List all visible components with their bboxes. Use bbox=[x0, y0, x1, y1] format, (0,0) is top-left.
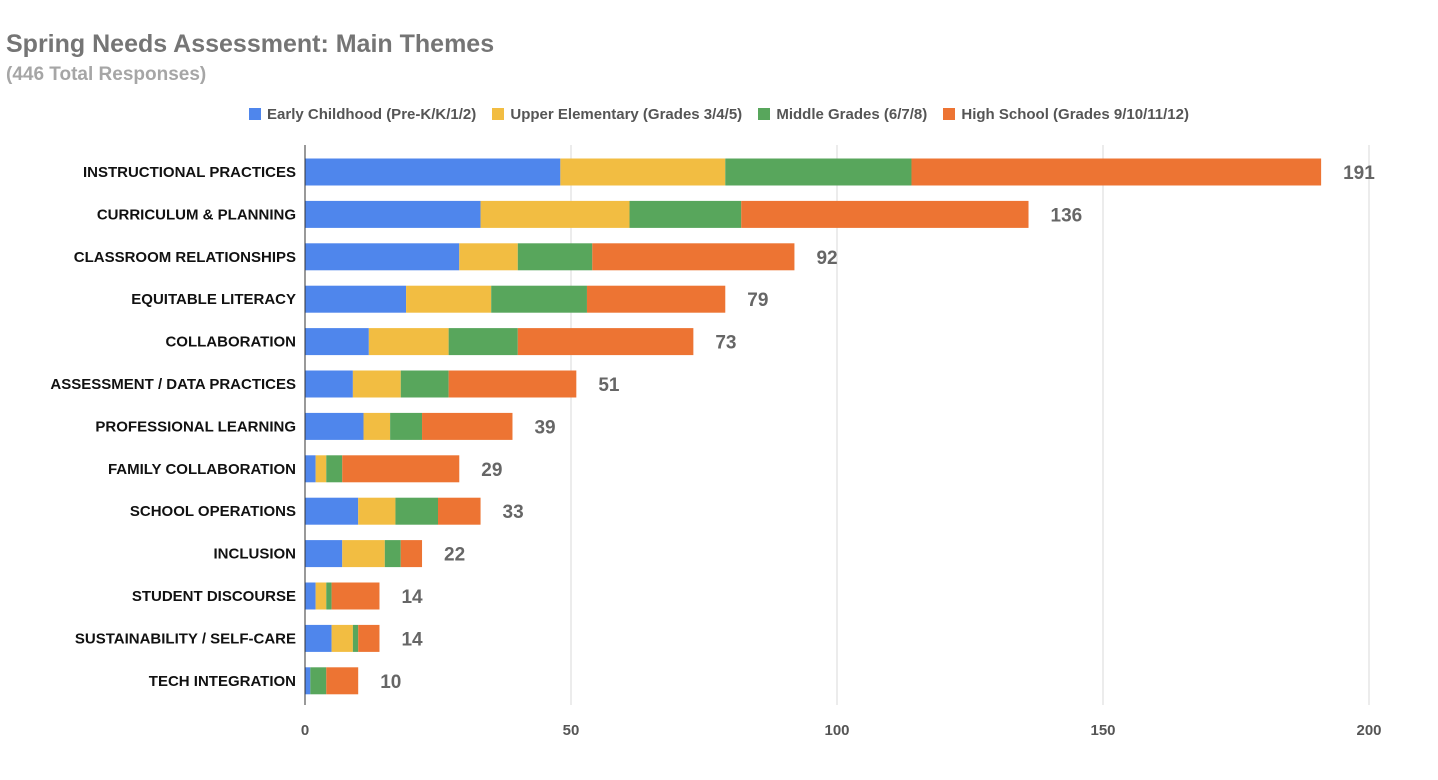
bar-segment bbox=[358, 497, 396, 525]
bar-segment bbox=[305, 455, 316, 483]
category-label: COLLABORATION bbox=[165, 334, 296, 351]
bar-segment bbox=[592, 243, 795, 271]
total-label: 10 bbox=[380, 672, 401, 693]
bar-segment bbox=[491, 285, 587, 313]
bar-segment bbox=[400, 370, 449, 398]
total-label: 73 bbox=[715, 333, 736, 354]
bar-segment bbox=[368, 328, 449, 356]
category-label: STUDENT DISCOURSE bbox=[132, 588, 296, 605]
total-label: 79 bbox=[747, 290, 768, 311]
bar-segment bbox=[438, 497, 481, 525]
bar-segment bbox=[358, 624, 380, 652]
legend-item-upper-elementary: Upper Elementary (Grades 3/4/5) bbox=[492, 106, 742, 123]
bar-segment bbox=[725, 158, 912, 186]
bar-segment bbox=[305, 497, 359, 525]
total-label: 136 bbox=[1051, 205, 1083, 226]
legend-label: Early Childhood (Pre-K/K/1/2) bbox=[267, 106, 477, 123]
total-label: 33 bbox=[503, 502, 524, 523]
legend-swatch bbox=[249, 108, 262, 120]
bar-segment bbox=[331, 582, 380, 610]
bar-segment bbox=[384, 540, 401, 568]
bar-segment bbox=[448, 370, 577, 398]
bar-segment bbox=[315, 455, 327, 483]
bar-segment bbox=[305, 285, 407, 313]
category-label: FAMILY COLLABORATION bbox=[108, 461, 296, 478]
bar-segment bbox=[326, 582, 332, 610]
bar-segment bbox=[305, 412, 364, 440]
category-label: SUSTAINABILITY / SELF-CARE bbox=[75, 630, 296, 647]
bar-segment bbox=[305, 328, 369, 356]
chart-title: Spring Needs Assessment: Main Themes bbox=[6, 30, 495, 58]
legend-item-high-school: High School (Grades 9/10/11/12) bbox=[943, 106, 1189, 123]
total-label: 92 bbox=[816, 248, 837, 269]
total-label: 191 bbox=[1343, 163, 1375, 184]
bar-segment bbox=[326, 455, 343, 483]
category-label: INSTRUCTIONAL PRACTICES bbox=[83, 164, 296, 181]
bar-segment bbox=[517, 243, 593, 271]
legend-label: Middle Grades (6/7/8) bbox=[776, 106, 928, 123]
legend-item-middle-grades: Middle Grades (6/7/8) bbox=[758, 106, 927, 123]
legend-item-early-childhood: Early Childhood (Pre-K/K/1/2) bbox=[249, 106, 476, 123]
bar-segment bbox=[342, 455, 460, 483]
legend-label: High School (Grades 9/10/11/12) bbox=[961, 106, 1189, 123]
bar-segment bbox=[305, 200, 481, 228]
x-tick-label: 0 bbox=[301, 722, 309, 739]
legend-swatch bbox=[758, 108, 771, 120]
chart-legend: Early Childhood (Pre-K/K/1/2) Upper Elem… bbox=[0, 106, 1438, 123]
bar-segment bbox=[305, 158, 561, 186]
bar-segment bbox=[400, 540, 423, 568]
bar-segment bbox=[342, 540, 385, 568]
legend-swatch bbox=[943, 108, 956, 120]
bar-segment bbox=[352, 624, 359, 652]
bar-segment bbox=[406, 285, 492, 313]
bar-segment bbox=[480, 200, 630, 228]
total-label: 51 bbox=[598, 375, 620, 396]
bar-segment bbox=[305, 540, 343, 568]
bar-segment bbox=[352, 370, 401, 398]
bar-segment bbox=[310, 667, 327, 695]
legend-label: Upper Elementary (Grades 3/4/5) bbox=[510, 106, 743, 123]
bar-segment bbox=[911, 158, 1322, 186]
category-label: ASSESSMENT / DATA PRACTICES bbox=[50, 376, 296, 393]
bar-segment bbox=[305, 582, 316, 610]
bar-segment bbox=[422, 412, 513, 440]
bar-segment bbox=[305, 243, 460, 271]
bar-segment bbox=[517, 328, 694, 356]
bar-segment bbox=[363, 412, 391, 440]
category-label: CLASSROOM RELATIONSHIPS bbox=[74, 249, 296, 266]
x-tick-label: 100 bbox=[824, 722, 849, 739]
total-label: 22 bbox=[444, 545, 465, 566]
category-label: EQUITABLE LITERACY bbox=[131, 291, 296, 308]
total-label: 14 bbox=[401, 587, 423, 608]
bar-segment bbox=[448, 328, 518, 356]
legend-swatch bbox=[492, 108, 505, 120]
x-tick-label: 50 bbox=[563, 722, 580, 739]
bar-segment bbox=[331, 624, 353, 652]
bar-segment bbox=[560, 158, 726, 186]
total-label: 39 bbox=[534, 417, 555, 438]
bar-segment bbox=[629, 200, 742, 228]
category-label: CURRICULUM & PLANNING bbox=[97, 206, 296, 223]
bar-segment bbox=[305, 370, 353, 398]
category-label: PROFESSIONAL LEARNING bbox=[95, 418, 296, 435]
category-label: TECH INTEGRATION bbox=[149, 673, 296, 690]
bar-segment bbox=[390, 412, 423, 440]
bar-segment bbox=[586, 285, 726, 313]
bar-segment bbox=[459, 243, 518, 271]
bar-segment bbox=[305, 667, 311, 695]
bar-segment bbox=[326, 667, 359, 695]
category-label: INCLUSION bbox=[214, 546, 297, 563]
chart-subtitle: (446 Total Responses) bbox=[6, 64, 207, 85]
category-label: SCHOOL OPERATIONS bbox=[130, 503, 296, 520]
total-label: 29 bbox=[481, 460, 502, 481]
bar-segment bbox=[741, 200, 1029, 228]
bar-segment bbox=[395, 497, 438, 525]
x-tick-label: 200 bbox=[1356, 722, 1381, 739]
bar-segment bbox=[305, 624, 332, 652]
bar-segment bbox=[315, 582, 327, 610]
total-label: 14 bbox=[401, 629, 423, 650]
x-tick-label: 150 bbox=[1090, 722, 1115, 739]
